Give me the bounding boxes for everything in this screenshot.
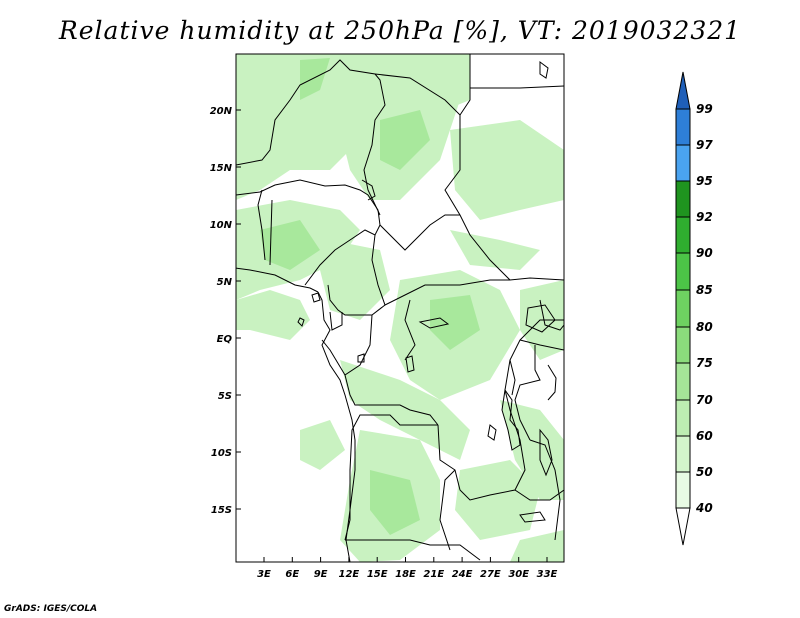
map-frame: [235, 53, 565, 563]
colorbar-segment: [675, 326, 691, 364]
humidity-shading: [236, 54, 564, 562]
colorbar-segment: [675, 399, 691, 437]
colorbar-label: 70: [696, 393, 713, 407]
colorbar-label: 95: [696, 174, 713, 188]
longitude-label: 18E: [395, 569, 416, 580]
colorbar-label: 99: [696, 102, 713, 116]
colorbar: 40 50 60 70 75 80 85 90 92 95 97 99: [675, 71, 713, 546]
latitude-label: 10N: [210, 220, 233, 231]
colorbar-segment: [675, 289, 691, 328]
longitude-label: 12E: [339, 569, 360, 580]
latitude-label: 5S: [218, 391, 232, 402]
latitude-label: 15S: [211, 505, 232, 516]
longitude-label: 27E: [480, 569, 501, 580]
latitude-label: 5N: [217, 277, 233, 288]
colorbar-label: 85: [696, 283, 713, 297]
colorbar-label: 75: [696, 356, 713, 370]
grads-credit: GrADS: IGES/COLA: [4, 604, 98, 614]
map-title: Relative humidity at 250hPa [%], VT: 201…: [58, 16, 742, 45]
colorbar-label: 90: [696, 246, 713, 260]
country-borders: [236, 54, 564, 562]
colorbar-segment: [675, 144, 691, 182]
longitude-label: 21E: [423, 569, 444, 580]
colorbar-segment: [675, 216, 691, 254]
colorbar-segment: [675, 362, 691, 401]
longitude-label: 9E: [314, 569, 328, 580]
lakes: [297, 61, 556, 523]
colorbar-label: 80: [696, 320, 713, 334]
colorbar-segment: [675, 252, 691, 291]
colorbar-segment: [675, 435, 691, 473]
colorbar-segment: [675, 180, 691, 218]
latitude-label: 20N: [210, 106, 233, 117]
latitude-label: 15N: [210, 163, 233, 174]
longitude-label: 30E: [508, 569, 529, 580]
longitude-label: 24E: [452, 569, 473, 580]
colorbar-label: 50: [696, 465, 713, 479]
latitude-label: 10S: [211, 448, 232, 459]
colorbar-segment: [675, 108, 691, 146]
colorbar-segment: [675, 71, 691, 110]
colorbar-label: 40: [695, 501, 713, 515]
latitude-axis: 20N 15N 10N 5N EQ 5S 10S 15S: [210, 106, 241, 516]
longitude-axis: 3E 6E 9E 12E 15E 18E 21E 24E 27E 30E 33E: [257, 557, 558, 580]
colorbar-label: 97: [696, 138, 713, 152]
longitude-label: 15E: [367, 569, 388, 580]
colorbar-label: 60: [696, 429, 713, 443]
colorbar-segment: [675, 507, 691, 546]
longitude-label: 3E: [257, 569, 271, 580]
latitude-label: EQ: [217, 334, 233, 345]
colorbar-label: 92: [696, 210, 713, 224]
longitude-label: 33E: [537, 569, 558, 580]
longitude-label: 6E: [285, 569, 299, 580]
colorbar-segment: [675, 471, 691, 509]
